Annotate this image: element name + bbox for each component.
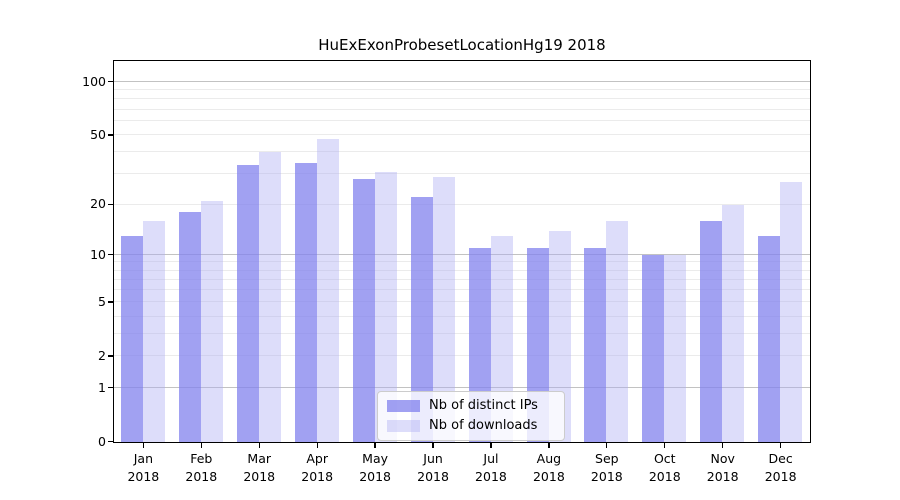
bar-nb-of-distinct-ips-feb	[178, 212, 201, 442]
gridline-minor-50	[114, 134, 810, 136]
ytick-label-50: 50	[90, 126, 106, 142]
bar-nb-of-distinct-ips-dec	[758, 236, 781, 442]
ytick-mark-20	[108, 203, 113, 205]
gridline-major-1	[114, 386, 810, 388]
ytick-mark-100	[108, 81, 113, 83]
bar-nb-of-downloads-dec	[780, 182, 803, 442]
ytick-label-1: 1	[98, 379, 106, 395]
xtick-mark-jan	[142, 443, 144, 448]
xtick-mark-may	[374, 443, 376, 448]
gridline-minor-4	[114, 315, 810, 317]
chart-title: HuExExonProbesetLocationHg19 2018	[318, 36, 606, 54]
xtick-label-aug: Aug 2018	[532, 451, 565, 484]
gridline-minor-7	[114, 278, 810, 280]
bar-nb-of-downloads-sep	[606, 221, 629, 442]
bar-nb-of-downloads-jan	[142, 221, 165, 442]
xtick-label-dec: Dec 2018	[764, 451, 797, 484]
bar-nb-of-downloads-jul	[490, 236, 513, 442]
bar-nb-of-distinct-ips-may	[352, 179, 375, 442]
xtick-label-oct: Oct 2018	[648, 451, 681, 484]
bar-nb-of-downloads-nov	[722, 204, 745, 442]
ytick-label-100: 100	[82, 73, 106, 89]
ytick-label-20: 20	[90, 196, 106, 212]
legend: Nb of distinct IPs Nb of downloads	[377, 391, 565, 441]
bar-nb-of-distinct-ips-oct	[642, 255, 665, 442]
legend-label-downloads: Nb of downloads	[429, 418, 538, 433]
ytick-mark-5	[108, 301, 113, 303]
xtick-mark-nov	[722, 443, 724, 448]
xtick-label-may: May 2018	[359, 451, 391, 484]
xtick-mark-jul	[490, 443, 492, 448]
legend-item-downloads: Nb of downloads	[387, 418, 555, 433]
bar-nb-of-downloads-aug	[548, 230, 571, 442]
legend-swatch-downloads	[387, 419, 420, 432]
ytick-label-5: 5	[98, 293, 106, 309]
legend-swatch-distinct-ips	[387, 399, 420, 412]
ytick-mark-2	[108, 355, 113, 357]
xtick-label-apr: Apr 2018	[301, 451, 334, 484]
xtick-mark-feb	[200, 443, 202, 448]
ytick-mark-0	[108, 440, 113, 443]
xtick-mark-mar	[258, 443, 260, 448]
xtick-mark-dec	[779, 443, 782, 448]
xtick-label-feb: Feb 2018	[185, 451, 218, 484]
bar-nb-of-distinct-ips-jan	[120, 236, 143, 442]
xtick-label-jan: Jan 2018	[127, 451, 160, 484]
gridline-minor-20	[114, 203, 810, 205]
xtick-mark-sep	[606, 443, 608, 448]
bar-nb-of-distinct-ips-mar	[236, 164, 259, 442]
gridline-minor-60	[114, 120, 810, 122]
ytick-label-10: 10	[90, 246, 106, 262]
xtick-label-sep: Sep 2018	[590, 451, 623, 484]
ytick-mark-1	[108, 386, 113, 389]
xtick-label-nov: Nov 2018	[706, 451, 739, 484]
xtick-mark-apr	[316, 443, 318, 448]
xtick-label-jun: Jun 2018	[417, 451, 449, 484]
ytick-label-0: 0	[98, 433, 106, 449]
xtick-mark-aug	[548, 443, 550, 448]
plot-area: Nb of distinct IPs Nb of downloads	[113, 60, 811, 443]
xtick-mark-jun	[432, 443, 434, 448]
bar-nb-of-downloads-feb	[200, 200, 223, 442]
legend-label-distinct-ips: Nb of distinct IPs	[429, 398, 538, 413]
gridline-minor-30	[114, 173, 810, 175]
bar-nb-of-downloads-apr	[316, 138, 339, 442]
bar-nb-of-distinct-ips-jun	[410, 197, 433, 442]
bar-nb-of-downloads-mar	[258, 152, 281, 442]
bar-nb-of-downloads-oct	[664, 255, 687, 442]
bar-nb-of-distinct-ips-apr	[294, 162, 317, 442]
gridline-minor-3	[114, 332, 810, 334]
ytick-mark-50	[108, 134, 113, 136]
bar-nb-of-downloads-jun	[432, 176, 455, 442]
gridline-minor-80	[114, 98, 810, 100]
gridline-minor-70	[114, 108, 810, 110]
gridline-major-10	[114, 254, 810, 255]
gridline-minor-6	[114, 289, 810, 291]
gridline-minor-2	[114, 355, 810, 357]
gridline-minor-9	[114, 261, 810, 263]
gridline-minor-5	[114, 301, 810, 303]
bar-nb-of-distinct-ips-sep	[584, 248, 607, 442]
bar-nb-of-downloads-may	[374, 171, 397, 442]
gridline-minor-40	[114, 151, 810, 153]
ytick-mark-10	[108, 253, 113, 256]
gridline-minor-8	[114, 269, 810, 271]
xtick-mark-oct	[664, 443, 666, 448]
gridline-major-100	[114, 81, 810, 83]
legend-item-distinct-ips: Nb of distinct IPs	[387, 398, 555, 413]
gridline-minor-90	[114, 89, 810, 91]
bar-nb-of-distinct-ips-nov	[700, 221, 723, 442]
xtick-label-mar: Mar 2018	[243, 451, 276, 484]
xtick-label-jul: Jul 2018	[475, 451, 507, 484]
ytick-label-2: 2	[98, 347, 106, 363]
